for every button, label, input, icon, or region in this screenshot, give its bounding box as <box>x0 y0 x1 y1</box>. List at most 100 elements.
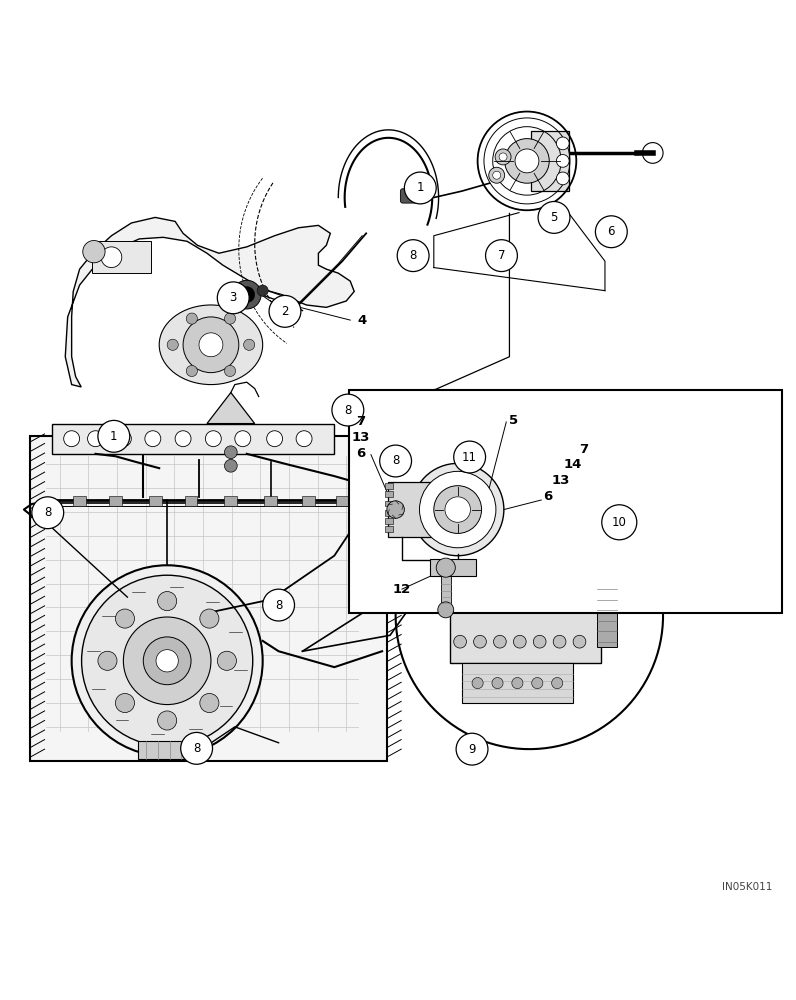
Bar <box>388 482 435 537</box>
Text: 13: 13 <box>552 474 571 487</box>
Circle shape <box>423 189 431 197</box>
Ellipse shape <box>159 305 263 385</box>
Text: 5: 5 <box>509 414 518 427</box>
Bar <box>385 526 393 532</box>
Circle shape <box>98 651 117 670</box>
Circle shape <box>115 431 131 447</box>
Bar <box>185 496 197 506</box>
Circle shape <box>594 590 608 604</box>
Circle shape <box>115 693 135 713</box>
Bar <box>138 741 197 759</box>
Circle shape <box>83 241 105 263</box>
Bar <box>109 496 122 506</box>
Circle shape <box>489 167 505 183</box>
Text: 3: 3 <box>229 291 237 304</box>
Bar <box>149 496 162 506</box>
Circle shape <box>98 420 130 452</box>
FancyBboxPatch shape <box>400 189 423 203</box>
Circle shape <box>534 590 548 604</box>
Circle shape <box>462 518 478 533</box>
Circle shape <box>404 172 436 204</box>
Circle shape <box>474 635 486 648</box>
Circle shape <box>556 155 569 167</box>
Circle shape <box>267 431 283 447</box>
Text: 7: 7 <box>356 415 365 428</box>
Circle shape <box>493 171 501 179</box>
Text: 8: 8 <box>44 506 52 519</box>
Bar <box>597 584 617 647</box>
Circle shape <box>224 365 236 377</box>
Bar <box>441 576 451 610</box>
Circle shape <box>224 459 237 472</box>
Circle shape <box>88 431 103 447</box>
Circle shape <box>455 590 469 604</box>
Circle shape <box>573 635 586 648</box>
Circle shape <box>183 317 239 373</box>
Circle shape <box>512 678 523 689</box>
Circle shape <box>419 471 496 548</box>
Circle shape <box>143 637 191 685</box>
Circle shape <box>232 280 261 309</box>
Circle shape <box>217 282 249 314</box>
Text: 14: 14 <box>564 458 583 471</box>
Circle shape <box>263 589 295 621</box>
Circle shape <box>556 137 569 150</box>
Circle shape <box>456 733 488 765</box>
Bar <box>385 510 393 516</box>
Circle shape <box>495 149 511 165</box>
Bar <box>385 501 393 506</box>
Bar <box>430 559 476 576</box>
Circle shape <box>332 394 364 426</box>
Bar <box>422 190 431 196</box>
Bar <box>385 491 393 497</box>
Circle shape <box>181 732 213 764</box>
Bar <box>52 424 334 454</box>
Text: IN05K011: IN05K011 <box>722 882 772 892</box>
Circle shape <box>486 240 517 272</box>
Circle shape <box>158 711 177 730</box>
Circle shape <box>556 172 569 185</box>
Circle shape <box>175 431 191 447</box>
Circle shape <box>244 339 255 350</box>
Polygon shape <box>207 393 255 424</box>
Circle shape <box>145 431 161 447</box>
Circle shape <box>595 216 627 248</box>
Circle shape <box>239 287 255 303</box>
Circle shape <box>454 635 466 648</box>
Circle shape <box>200 693 219 713</box>
Circle shape <box>514 590 529 604</box>
Circle shape <box>532 678 543 689</box>
Circle shape <box>123 617 211 705</box>
Circle shape <box>115 609 135 628</box>
Circle shape <box>397 240 429 272</box>
Bar <box>224 496 237 506</box>
Text: 1: 1 <box>416 181 424 194</box>
Bar <box>92 241 151 273</box>
Bar <box>450 568 601 663</box>
Bar <box>73 496 86 506</box>
Text: 13: 13 <box>351 431 370 444</box>
Circle shape <box>533 635 546 648</box>
Circle shape <box>380 445 412 477</box>
Circle shape <box>412 463 504 556</box>
Circle shape <box>505 139 549 183</box>
Bar <box>30 436 387 761</box>
Text: 10: 10 <box>612 516 626 529</box>
Text: 8: 8 <box>344 404 352 417</box>
Text: 7: 7 <box>579 443 588 456</box>
Bar <box>302 496 315 506</box>
Circle shape <box>492 678 503 689</box>
Text: 8: 8 <box>275 599 283 612</box>
Circle shape <box>538 202 570 233</box>
Circle shape <box>158 592 177 611</box>
Bar <box>336 496 349 506</box>
Circle shape <box>553 635 566 648</box>
Bar <box>264 496 277 506</box>
Text: 11: 11 <box>462 451 477 464</box>
Polygon shape <box>65 217 354 387</box>
Circle shape <box>186 365 197 377</box>
Text: 8: 8 <box>392 454 400 467</box>
Circle shape <box>574 590 588 604</box>
Circle shape <box>64 431 80 447</box>
Circle shape <box>296 431 312 447</box>
